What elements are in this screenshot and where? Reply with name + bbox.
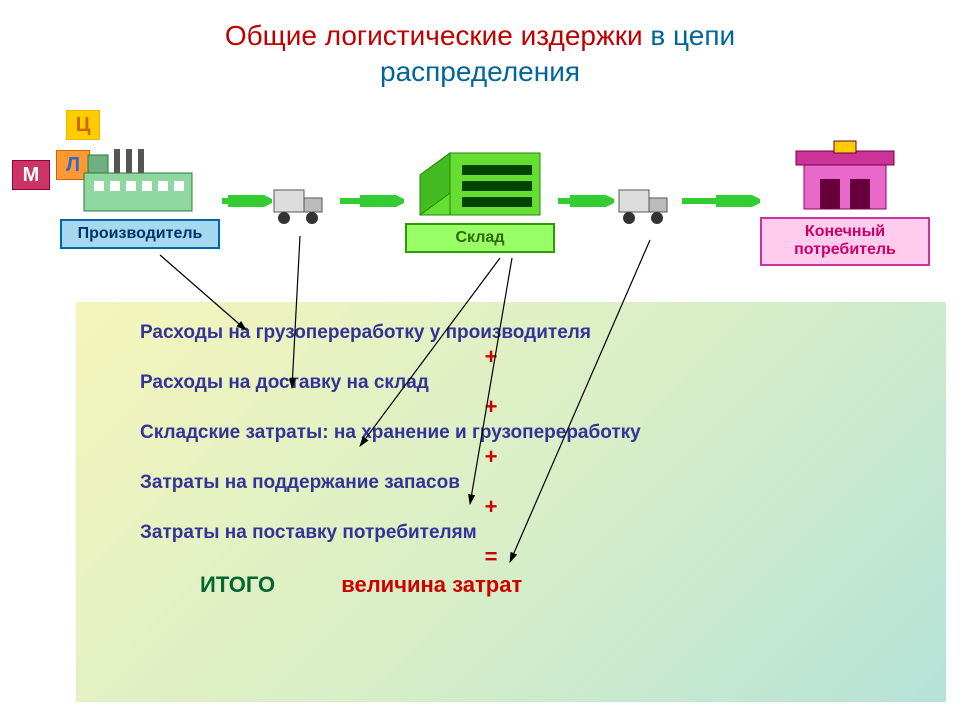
total-row: ИТОГО величина затрат xyxy=(140,572,906,598)
supply-chain-flow: Производитель Склад xyxy=(60,145,940,285)
warehouse-label: Склад xyxy=(405,223,555,253)
title-part2: в цепи xyxy=(650,20,735,51)
producer-label: Производитель xyxy=(60,219,220,249)
arrow-1 xyxy=(222,195,272,207)
title-highlight: Общие логистические издержки xyxy=(225,20,643,51)
plus-2: + xyxy=(76,444,906,470)
page-title: Общие логистические издержки в цепи расп… xyxy=(0,18,960,91)
cost-item-1: Расходы на доставку на склад xyxy=(140,372,906,394)
arrow-3 xyxy=(558,195,614,207)
node-producer: Производитель xyxy=(60,145,220,249)
cost-item-4: Затраты на поставку потребителям xyxy=(140,522,906,544)
truck-icon-2 xyxy=(615,180,675,230)
plus-0: + xyxy=(76,344,906,370)
badge-c: Ц xyxy=(66,110,100,140)
arrow-4 xyxy=(682,195,760,207)
store-icon xyxy=(790,139,900,215)
consumer-label-line2: потребитель xyxy=(794,241,896,258)
node-consumer: Конечный потребитель xyxy=(760,139,930,266)
warehouse-icon xyxy=(410,145,550,219)
badge-m: М xyxy=(12,160,50,190)
cost-item-3: Затраты на поддержание запасов xyxy=(140,472,906,494)
cost-item-0: Расходы на грузопереработку у производит… xyxy=(140,322,906,344)
consumer-label: Конечный потребитель xyxy=(760,217,930,266)
title-part3: распределения xyxy=(0,54,960,90)
truck-icon-1 xyxy=(270,180,330,230)
factory-icon xyxy=(80,145,200,215)
arrow-2 xyxy=(340,195,404,207)
plus-3: + xyxy=(76,494,906,520)
consumer-label-line1: Конечный xyxy=(805,223,885,240)
cost-item-2: Складские затраты: на хранение и грузопе… xyxy=(140,422,906,444)
plus-1: + xyxy=(76,394,906,420)
cost-breakdown-box: Расходы на грузопереработку у производит… xyxy=(76,302,946,702)
node-warehouse: Склад xyxy=(405,145,555,253)
total-word2: величина затрат xyxy=(341,572,522,597)
total-word1: ИТОГО xyxy=(200,572,275,597)
equals-sign: = xyxy=(76,544,906,570)
